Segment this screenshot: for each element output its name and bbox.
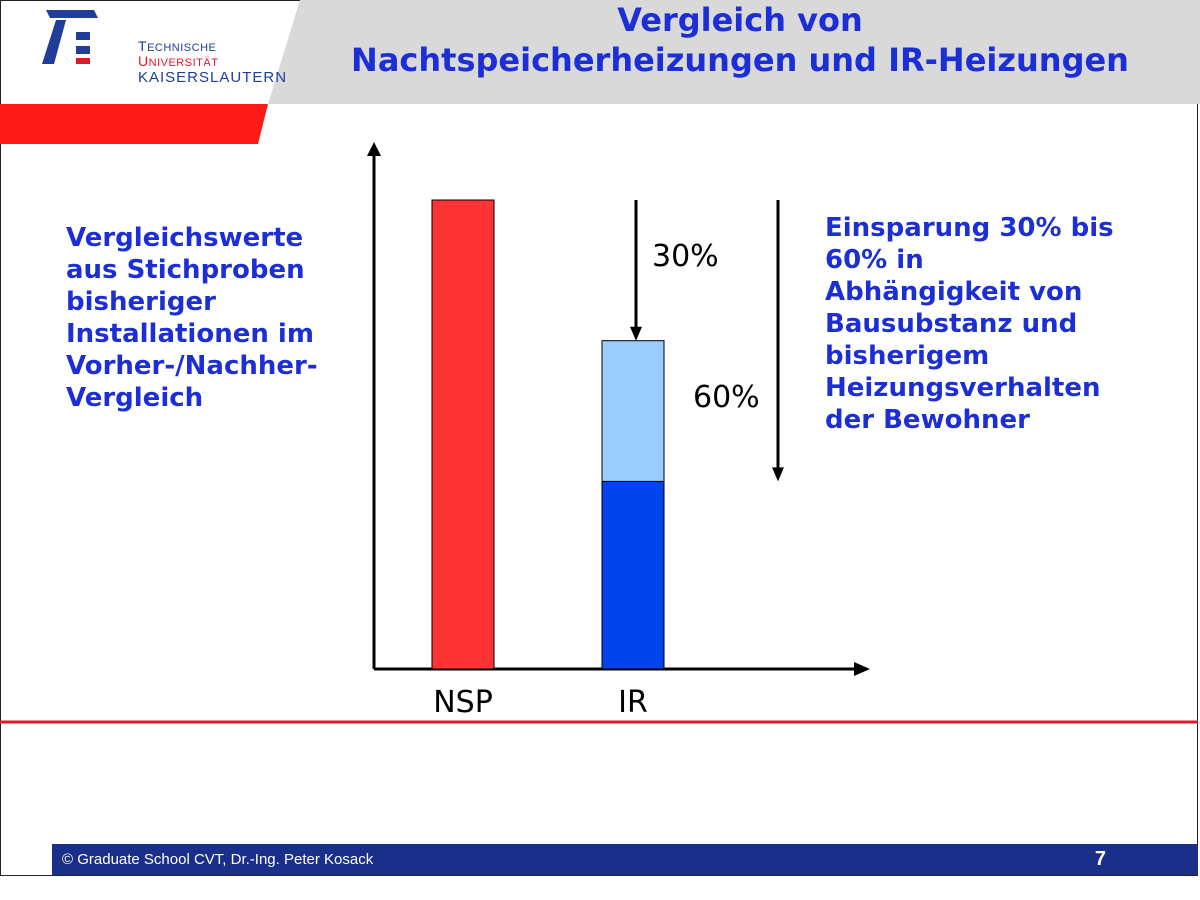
bar-ir-segment-1 bbox=[601, 480, 665, 670]
right-text-line-3: Abhängigkeit von bbox=[825, 277, 1083, 307]
comparison-chart: NSP IR 30% 60% bbox=[0, 142, 1198, 724]
right-text-line-4: Bausubstanz und bbox=[825, 309, 1078, 339]
logo-word-kaiserslautern: KAISERSLAUTERN bbox=[138, 69, 288, 86]
title-line-2: Nachtspeicherheizungen und IR-Heizungen bbox=[351, 41, 1129, 79]
right-text-line-5: bisherigem bbox=[825, 341, 990, 371]
footer-copyright: © Graduate School CVT, Dr.-Ing. Peter Ko… bbox=[62, 851, 374, 868]
left-text-line-4: Installationen im bbox=[66, 319, 314, 349]
annotation-arrowhead-1 bbox=[630, 326, 642, 341]
header-band bbox=[0, 0, 1200, 144]
left-text-line-1: Vergleichswerte bbox=[66, 223, 304, 253]
left-text-line-6: Vergleich bbox=[66, 383, 204, 413]
logo-text: TECHNISCHE UNIVERSITÄT KAISERSLAUTERN bbox=[138, 39, 287, 85]
annotation-arrowhead-2 bbox=[772, 467, 784, 482]
x-tick-label-nsp: NSP bbox=[433, 685, 493, 720]
x-axis-arrowhead bbox=[854, 662, 870, 676]
footer-bar: © Graduate School CVT, Dr.-Ing. Peter Ko… bbox=[52, 844, 1198, 875]
right-text-line-1: Einsparung 30% bis bbox=[825, 213, 1114, 243]
logo-word-universitaet: NIVERSITÄT bbox=[148, 57, 219, 69]
left-text-line-5: Vorher-/Nachher- bbox=[66, 351, 318, 381]
logo-word-technische: ECHNISCHE bbox=[147, 42, 217, 54]
logo-emblem-icon bbox=[42, 10, 98, 64]
left-text-line-3: bisheriger bbox=[66, 287, 216, 317]
left-text-line-2: aus Stichproben bbox=[66, 255, 305, 285]
y-axis-arrowhead bbox=[367, 142, 381, 156]
x-tick-label-ir: IR bbox=[618, 685, 648, 720]
title-line-1: Vergleich von bbox=[617, 1, 863, 39]
annotation-label-1: 30% bbox=[652, 239, 719, 274]
logo-cap-u: U bbox=[138, 53, 149, 69]
header-red-band bbox=[0, 104, 268, 144]
right-text-line-6: Heizungsverhalten bbox=[825, 373, 1101, 403]
right-text-line-7: der Bewohner bbox=[825, 405, 1030, 435]
page-number: 7 bbox=[1094, 848, 1106, 870]
slide-title: Vergleich von Nachtspeicherheizungen und… bbox=[300, 0, 1180, 80]
annotation-label-2: 60% bbox=[693, 380, 760, 415]
right-description: Einsparung 30% bis 60% in Abhängigkeit von… bbox=[825, 212, 1155, 436]
right-text-line-2: 60% in bbox=[825, 245, 924, 275]
logo-cap-t: T bbox=[138, 38, 148, 54]
bar-ir-segment-2 bbox=[601, 340, 665, 482]
header-gray-band bbox=[268, 0, 1200, 104]
bar-nsp-segment-1 bbox=[431, 199, 495, 670]
left-description: Vergleichswerte aus Stichproben bisheriger… bbox=[66, 222, 356, 414]
university-logo: TECHNISCHE UNIVERSITÄT KAISERSLAUTERN bbox=[36, 6, 286, 85]
